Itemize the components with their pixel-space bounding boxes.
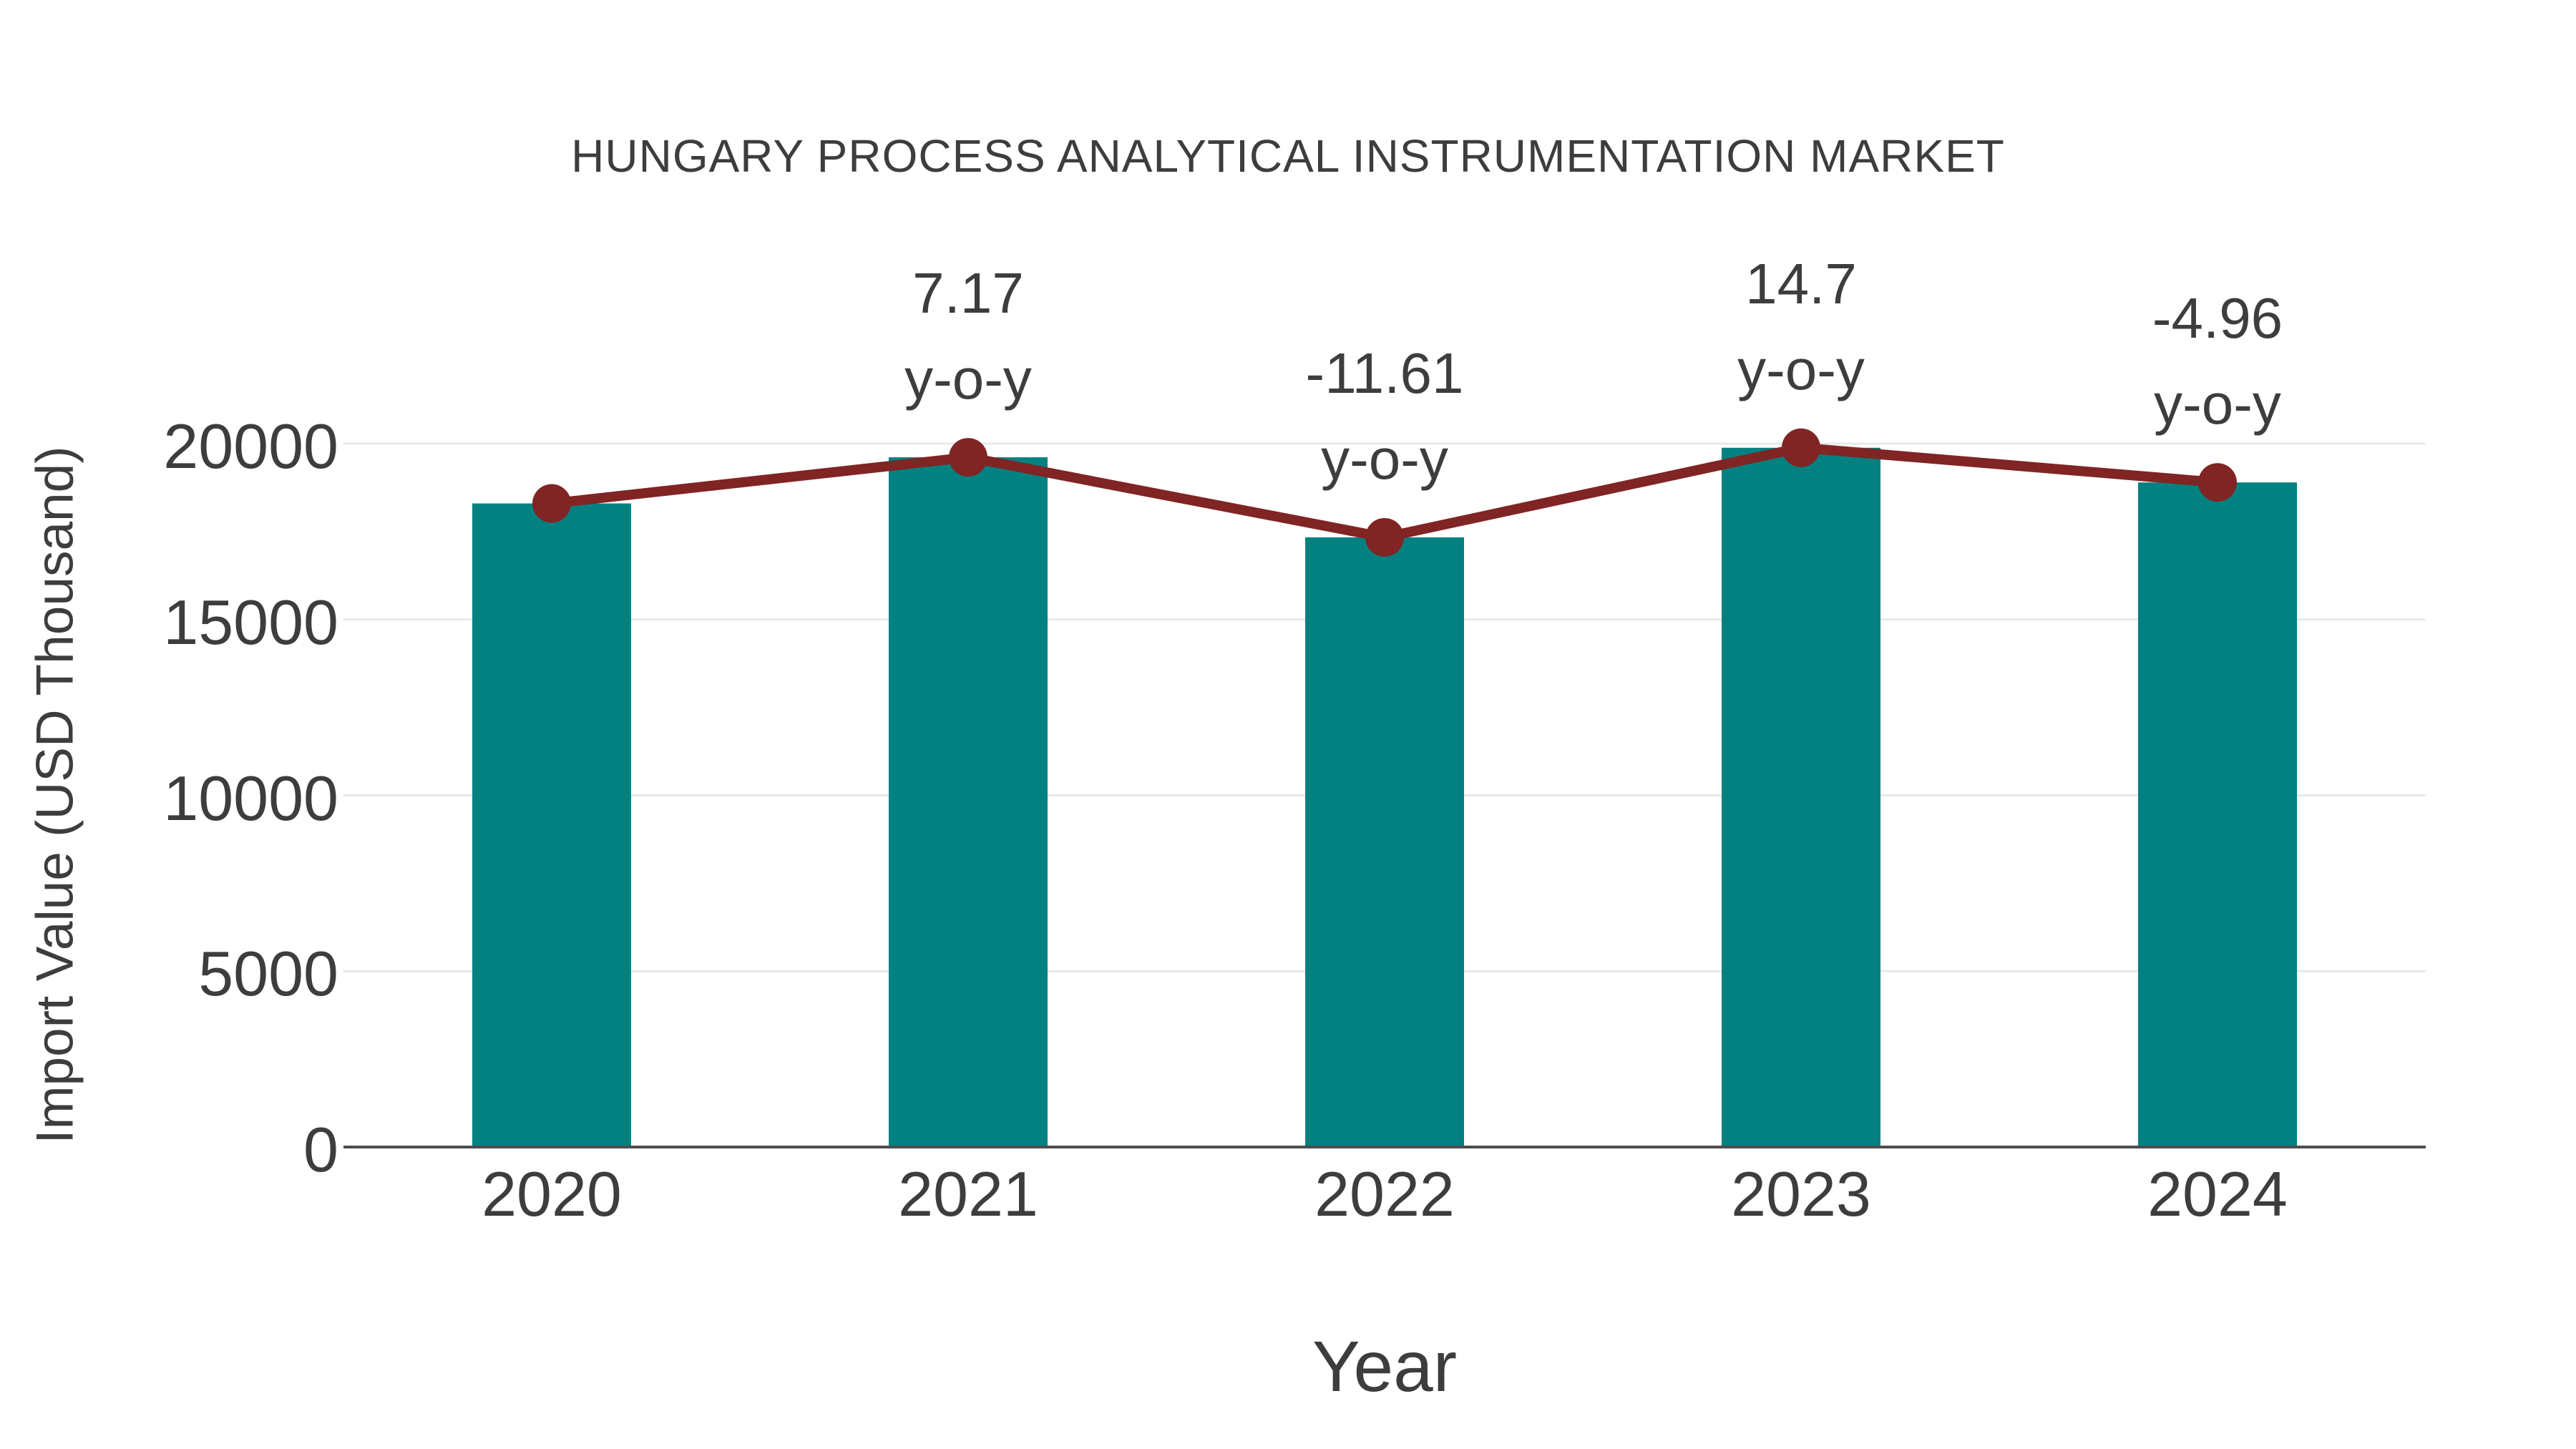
yoy-annotation-2023: 14.7 y-o-y <box>1629 241 1973 413</box>
y-tick-label: 20000 <box>163 411 338 482</box>
data-point-dot-2024 <box>2198 463 2237 502</box>
annotation-line: y-o-y <box>904 347 1032 411</box>
bar-2020 <box>472 503 631 1147</box>
y-axis-label: Import Value (USD Thousand) <box>26 446 84 1144</box>
y-tick-label: 10000 <box>163 762 338 834</box>
bar-2021 <box>889 457 1048 1147</box>
x-tick-label: 2022 <box>1314 1158 1455 1229</box>
annotation-line: -11.61 <box>1305 341 1464 405</box>
annotation-line: y-o-y <box>2154 372 2281 436</box>
yoy-annotation-2024: -4.96 y-o-y <box>2046 275 2389 447</box>
bar-2022 <box>1305 537 1464 1147</box>
x-tick-label: 2020 <box>482 1158 622 1229</box>
annotation-line: y-o-y <box>1321 426 1448 491</box>
yoy-annotation-2022: -11.61 y-o-y <box>1213 331 1556 502</box>
y-tick-label: 15000 <box>163 586 338 658</box>
x-tick-label: 2024 <box>2147 1158 2288 1229</box>
annotation-line: 7.17 <box>912 261 1024 326</box>
data-point-dot-2023 <box>1782 428 1820 467</box>
annotation-line: y-o-y <box>1737 337 1865 401</box>
x-tick-label: 2021 <box>898 1158 1038 1229</box>
data-point-dot-2021 <box>949 438 987 477</box>
annotation-line: -4.96 <box>2152 286 2283 351</box>
y-tick-label: 0 <box>303 1114 338 1185</box>
yoy-annotation-2021: 7.17 y-o-y <box>796 250 1140 422</box>
bar-2024 <box>2138 482 2297 1147</box>
bar-2023 <box>1722 447 1880 1147</box>
y-tick-label: 5000 <box>198 938 338 1010</box>
data-point-dot-2020 <box>532 484 571 523</box>
x-axis-label: Year <box>1312 1327 1458 1407</box>
chart-title: HUNGARY PROCESS ANALYTICAL INSTRUMENTATI… <box>571 130 2005 182</box>
data-point-dot-2022 <box>1365 517 1404 557</box>
annotation-line: 14.7 <box>1745 251 1857 316</box>
x-tick-label: 2023 <box>1731 1158 1871 1229</box>
